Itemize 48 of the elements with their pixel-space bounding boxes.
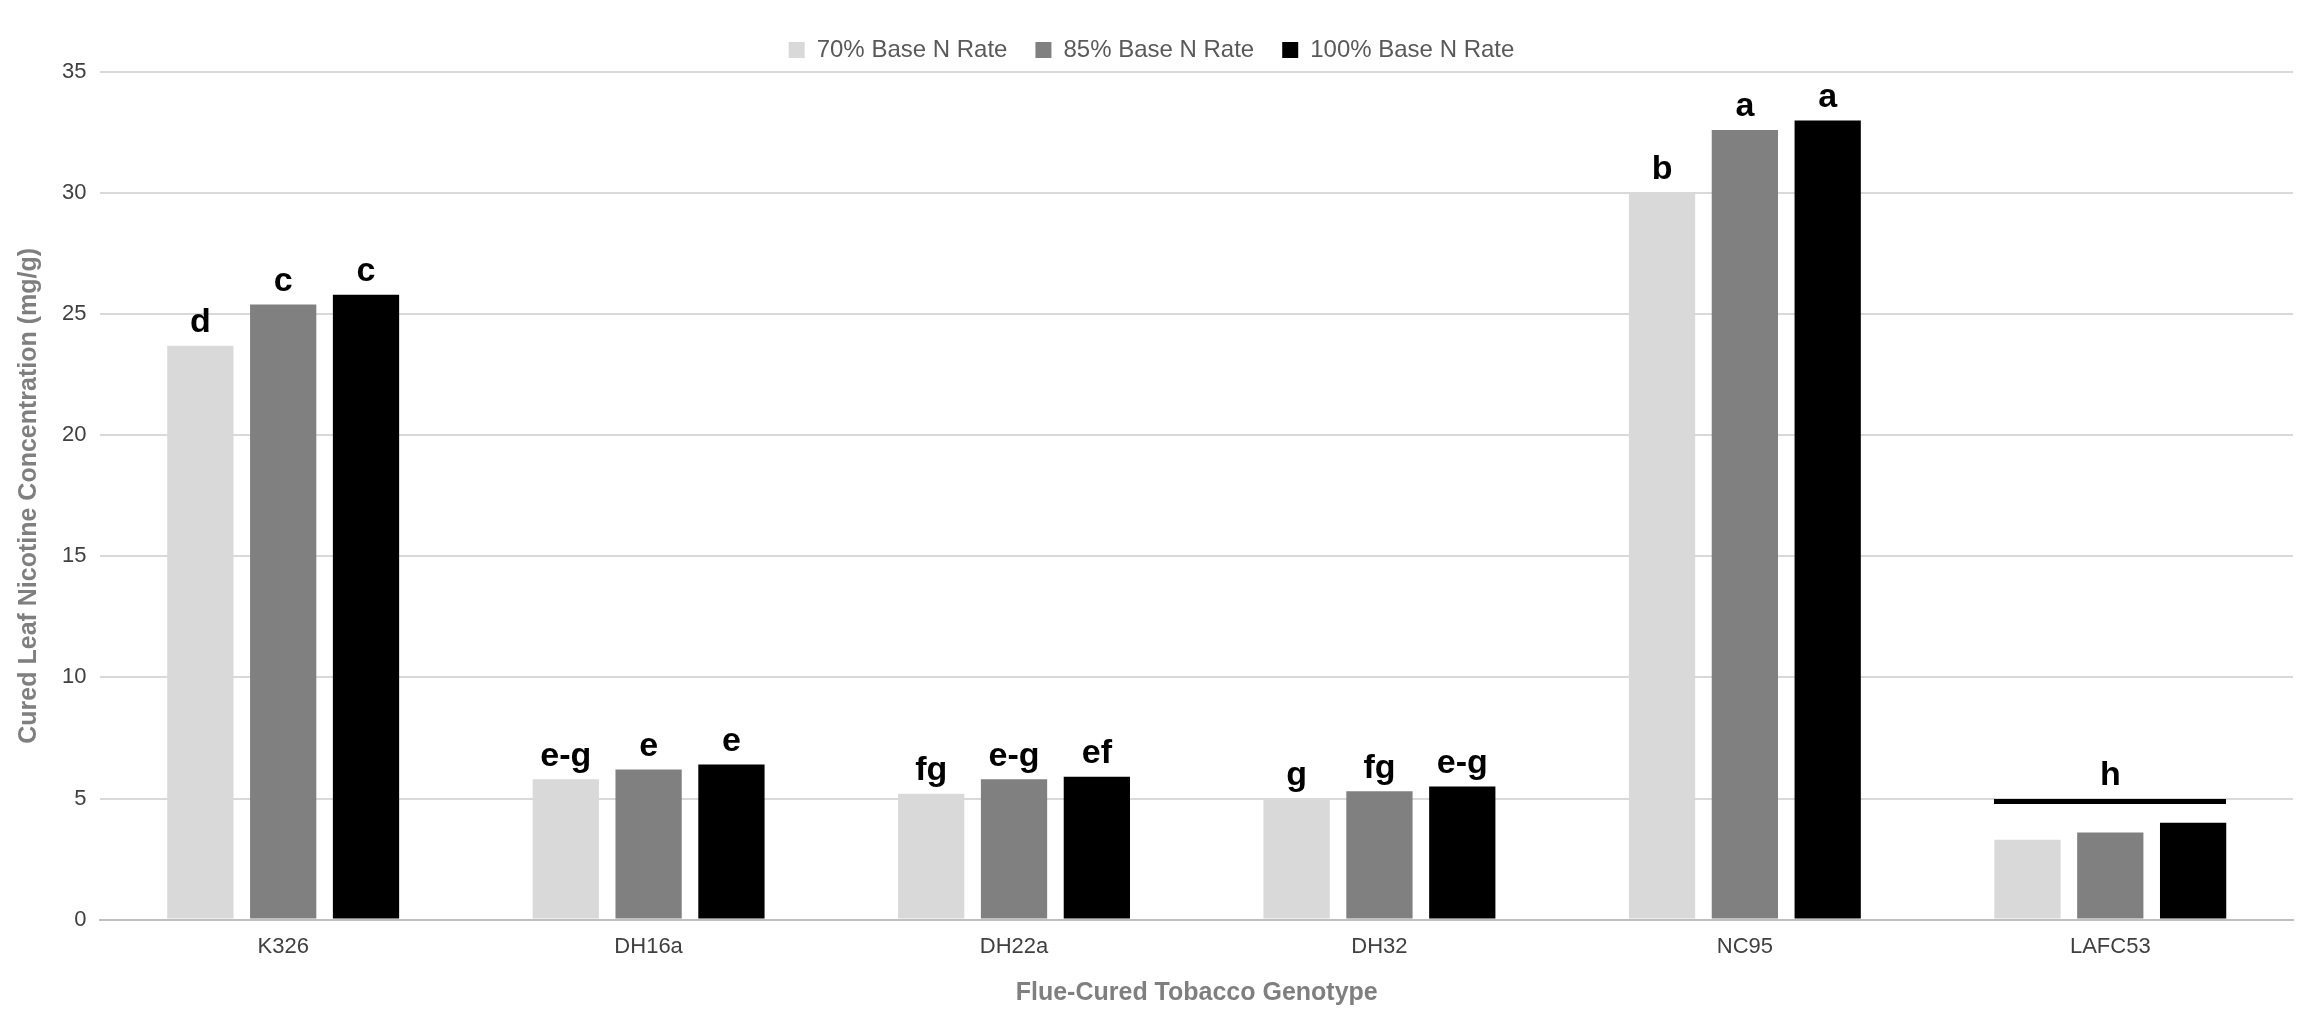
x-tick-label: DH22a bbox=[979, 932, 1050, 958]
y-tick-label: 30 bbox=[61, 179, 87, 205]
legend-label: 100% Base N Rate bbox=[1310, 34, 1515, 62]
legend-label: 70% Base N Rate bbox=[816, 34, 1008, 62]
y-tick-label: 0 bbox=[74, 905, 87, 931]
bar bbox=[980, 779, 1048, 919]
data-label: a bbox=[1818, 75, 1839, 114]
bar bbox=[1994, 839, 2061, 919]
bar bbox=[698, 764, 765, 919]
y-axis-title: Cured Leaf Nicotine Concentration (mg/g) bbox=[12, 247, 41, 744]
data-label: g bbox=[1286, 753, 1308, 792]
data-label: a bbox=[1735, 85, 1756, 124]
y-tick-label: 15 bbox=[61, 542, 87, 568]
x-tick-label: LAFC53 bbox=[2069, 932, 2151, 958]
bar bbox=[1794, 120, 1861, 919]
bar bbox=[2159, 822, 2227, 919]
data-label: ef bbox=[1081, 732, 1113, 771]
data-label: e bbox=[721, 719, 741, 758]
bar bbox=[250, 304, 317, 919]
bar bbox=[1429, 786, 1496, 919]
y-tick-label: 20 bbox=[61, 421, 87, 447]
y-tick-label: 5 bbox=[74, 784, 87, 810]
data-label: e bbox=[639, 724, 659, 763]
x-tick-label: NC95 bbox=[1716, 932, 1773, 958]
data-label: e-g bbox=[540, 734, 592, 773]
bar bbox=[615, 769, 682, 919]
data-label: e-g bbox=[1436, 741, 1488, 780]
x-tick-label: DH16a bbox=[614, 932, 684, 958]
annotation: h bbox=[2099, 754, 2121, 793]
data-label: d bbox=[189, 301, 211, 340]
data-label: fg bbox=[915, 749, 948, 788]
x-tick-label: K326 bbox=[257, 932, 309, 958]
y-tick-label: 10 bbox=[61, 663, 87, 689]
x-tick-label: DH32 bbox=[1351, 932, 1408, 958]
bar bbox=[1711, 130, 1778, 919]
x-axis-title: Flue-Cured Tobacco Genotype bbox=[1015, 976, 1378, 1005]
legend-label: 85% Base N Rate bbox=[1063, 34, 1255, 62]
data-label: b bbox=[1651, 148, 1673, 187]
bar bbox=[1063, 776, 1130, 919]
bar bbox=[2077, 832, 2144, 919]
bar bbox=[1346, 791, 1413, 919]
data-label: c bbox=[273, 259, 293, 298]
data-label: e-g bbox=[988, 734, 1040, 773]
y-tick-label: 25 bbox=[61, 300, 87, 326]
y-tick-label: 35 bbox=[61, 58, 87, 84]
data-label: c bbox=[356, 250, 376, 289]
bar bbox=[332, 294, 400, 919]
data-label: fg bbox=[1363, 746, 1396, 785]
